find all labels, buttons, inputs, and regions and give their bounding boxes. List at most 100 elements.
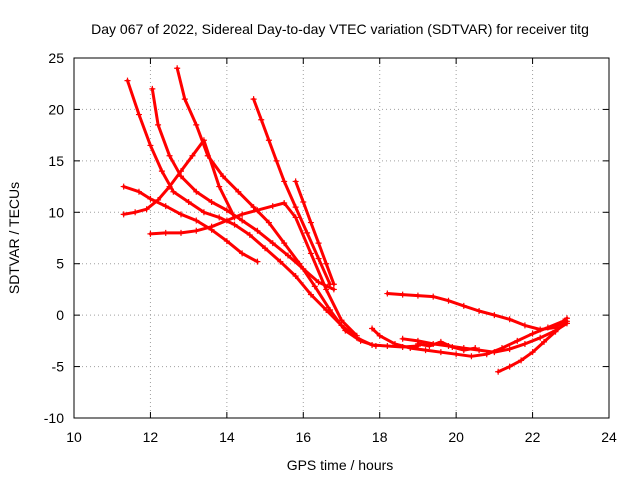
data-point (518, 357, 525, 364)
x-tick-label: 24 (601, 429, 617, 445)
data-point (285, 252, 291, 259)
data-point (254, 207, 261, 214)
data-point (292, 178, 299, 185)
data-point (135, 188, 142, 195)
data-point (506, 363, 513, 370)
data-point (231, 221, 238, 228)
data-point (537, 326, 544, 333)
data-point (269, 240, 276, 247)
data-point (250, 204, 257, 211)
series-track-12 (495, 318, 570, 375)
data-point (338, 317, 345, 324)
data-point (311, 283, 318, 290)
data-point (468, 353, 475, 360)
data-point (307, 250, 314, 257)
x-tick-label: 22 (525, 429, 541, 445)
series-layer (120, 65, 570, 375)
data-point (495, 368, 502, 375)
data-point (323, 260, 330, 267)
data-point (491, 349, 498, 356)
data-point (537, 334, 544, 341)
data-point (449, 344, 456, 351)
data-point (437, 349, 444, 356)
series-line (122, 185, 259, 264)
data-point (414, 340, 421, 347)
data-point (369, 325, 376, 332)
data-point (254, 258, 261, 265)
data-point (399, 291, 406, 298)
series-track-13 (414, 338, 479, 354)
data-point (304, 229, 311, 236)
data-point (124, 77, 131, 84)
data-point (281, 178, 288, 185)
x-tick-label: 18 (372, 429, 388, 445)
data-point (384, 290, 391, 297)
data-point (506, 346, 513, 353)
y-tick-label: 5 (56, 256, 64, 272)
y-tick-label: -10 (44, 410, 64, 426)
data-point (315, 279, 322, 286)
data-point (254, 227, 261, 234)
x-tick-label: 12 (143, 429, 159, 445)
data-point (384, 343, 391, 349)
data-point (315, 255, 322, 262)
data-point (277, 258, 284, 265)
data-point (460, 302, 467, 309)
data-point (193, 217, 200, 224)
data-point (476, 347, 483, 354)
data-point (135, 111, 142, 118)
data-point (292, 273, 299, 280)
data-point (541, 338, 548, 345)
data-point (376, 332, 383, 339)
data-point (514, 337, 521, 344)
data-point (422, 347, 429, 354)
data-point (506, 316, 513, 323)
data-point (330, 281, 337, 288)
y-tick-label: 0 (56, 307, 64, 323)
series-track-4 (250, 96, 334, 288)
data-point (437, 338, 444, 345)
data-point (552, 328, 559, 335)
data-point (162, 229, 169, 236)
data-point (200, 137, 207, 144)
chart-title: Day 067 of 2022, Sidereal Day-to-day VTE… (91, 21, 589, 37)
data-point (166, 183, 173, 190)
x-tick-label: 14 (219, 429, 235, 445)
y-tick-label: 10 (48, 204, 64, 220)
series-track-9 (369, 318, 567, 360)
x-tick-label: 10 (66, 429, 82, 445)
data-point (239, 217, 246, 224)
data-point (208, 223, 215, 230)
data-point (216, 183, 223, 190)
data-point (174, 65, 181, 72)
data-point (281, 200, 288, 207)
data-point (407, 345, 414, 352)
data-point (460, 347, 467, 354)
data-point (193, 227, 200, 234)
series-line (294, 179, 336, 286)
data-point (292, 204, 299, 211)
data-point (143, 206, 150, 213)
data-point (155, 196, 162, 203)
y-tick-label: -5 (52, 359, 65, 375)
data-point (399, 335, 406, 342)
data-point (193, 121, 200, 128)
data-point (265, 137, 272, 144)
data-point (315, 240, 322, 247)
data-point (208, 199, 215, 205)
data-point (147, 142, 154, 149)
data-point (262, 245, 269, 252)
series-track-7 (120, 137, 238, 221)
data-point (223, 207, 230, 214)
data-point (200, 209, 207, 216)
data-point (170, 188, 177, 195)
data-point (292, 214, 299, 221)
data-point (181, 96, 188, 103)
data-point (323, 286, 330, 293)
data-point (273, 157, 280, 164)
data-point (472, 345, 479, 352)
data-point (392, 340, 398, 347)
data-point (189, 152, 196, 159)
data-point (147, 230, 154, 237)
